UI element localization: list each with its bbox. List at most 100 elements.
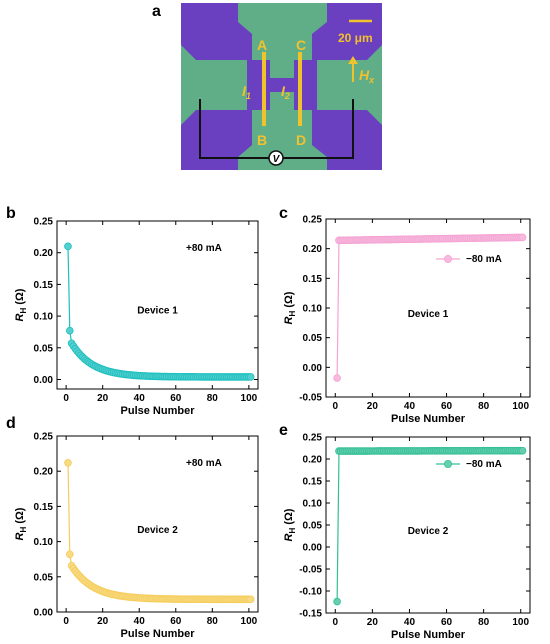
channel-right — [298, 52, 302, 126]
x-tick-label: 100 — [241, 393, 258, 404]
electrode-label-b: B — [257, 132, 267, 148]
channel-left — [262, 52, 266, 126]
x-tick-label: 20 — [367, 617, 379, 628]
legend-marker — [443, 459, 452, 468]
electrode-label-c: C — [296, 37, 306, 53]
data-point — [65, 326, 74, 335]
x-tick-label: 20 — [367, 401, 379, 412]
data-point — [333, 597, 341, 606]
y-tick-label: 0.10 — [303, 304, 323, 315]
y-tick-label: 0.20 — [303, 244, 323, 255]
electrode-pad — [181, 110, 252, 170]
current-label-2: I2 — [281, 83, 290, 101]
x-tick-label: 60 — [441, 401, 453, 412]
panel-label: b — [6, 205, 16, 222]
electrode-label-a: A — [257, 37, 267, 53]
y-tick-label: -0.10 — [299, 587, 322, 598]
x-tick-label: 20 — [97, 393, 109, 404]
device-label: Device 2 — [408, 526, 449, 537]
voltmeter-label: V — [273, 154, 281, 165]
y-tick-label: 0.05 — [303, 521, 323, 532]
electrode-label-d: D — [296, 132, 306, 148]
y-axis-label: RH (Ω) — [14, 507, 28, 540]
y-tick-label: -0.05 — [299, 565, 322, 576]
y-tick-label: 0.20 — [303, 455, 323, 466]
electrode-pad — [312, 110, 382, 170]
data-point — [64, 458, 72, 467]
x-tick-label: 80 — [207, 616, 219, 627]
y-tick-label: 0.15 — [34, 502, 54, 513]
field-arrowhead-icon — [348, 56, 358, 64]
data-point — [333, 374, 341, 382]
x-tick-label: 0 — [332, 401, 338, 412]
data-point — [518, 446, 527, 455]
data-point — [518, 233, 527, 242]
y-tick-label: 0.15 — [34, 280, 54, 291]
x-tick-label: 40 — [404, 401, 416, 412]
electrode-pad — [312, 3, 382, 60]
x-tick-label: 40 — [134, 393, 146, 404]
x-tick-label: 60 — [441, 617, 453, 628]
device-label: Device 2 — [137, 525, 178, 536]
x-axis-label: Pulse Number — [391, 629, 466, 641]
x-tick-label: 100 — [512, 617, 529, 628]
data-point — [246, 373, 255, 381]
voltmeter-icon — [268, 150, 284, 166]
electrode-pad — [181, 3, 252, 60]
chart-panel-d: d 0 20 40 60 80 100 0.00 0.05 0.10 0.15 0.20 0.25 Pul… — [6, 415, 259, 640]
chart-panel-b: b 0 20 40 60 80 100 0.00 0.05 0.10 0.15 0.20 0.25 Pul… — [6, 205, 259, 417]
x-axis-label: Pulse Number — [121, 405, 196, 417]
y-tick-label: 0.10 — [34, 312, 54, 323]
y-tick-label: -0.15 — [299, 609, 322, 620]
y-tick-label: 0.25 — [34, 217, 54, 228]
field-label: Hx — [359, 67, 375, 85]
x-tick-label: 40 — [134, 616, 146, 627]
substrate-gap — [357, 45, 382, 125]
current-annotation: +80 mA — [186, 458, 222, 469]
y-axis-label: RH (Ω) — [14, 288, 28, 321]
device-micrograph: V A B C D I1 I2 20 μm Hx — [181, 3, 382, 170]
data-point — [65, 550, 74, 559]
y-axis-label: RH (Ω) — [283, 508, 297, 541]
y-tick-label: 0.10 — [303, 499, 323, 510]
x-tick-label: 0 — [63, 393, 69, 404]
wire-right — [282, 99, 354, 159]
x-tick-label: 100 — [512, 401, 529, 412]
data-point — [246, 595, 255, 604]
y-tick-label: 0.25 — [34, 432, 54, 443]
x-axis-label: Pulse Number — [121, 628, 196, 640]
device-label: Device 1 — [408, 309, 449, 320]
y-tick-label: 0.00 — [34, 608, 54, 619]
x-tick-label: 80 — [207, 393, 219, 404]
chart-panel-e: e 0 20 40 60 80 100 -0.15 -0.10 -0.05 0.00 0.05 0.10… — [279, 422, 531, 641]
panel-label: e — [279, 422, 288, 439]
y-tick-label: 0.20 — [34, 467, 54, 478]
y-tick-label: 0.00 — [303, 543, 323, 554]
legend-marker — [443, 254, 452, 263]
axes-frame — [56, 220, 259, 390]
y-axis-label: RH (Ω) — [283, 291, 297, 324]
y-tick-label: 0.25 — [303, 215, 323, 226]
x-tick-label: 20 — [97, 616, 109, 627]
x-tick-label: 0 — [332, 617, 338, 628]
chart-panel-c: c 0 20 40 60 80 100 -0.05 0.00 0.05 0.10 0.15 0.20 0.… — [279, 205, 531, 425]
hall-bar-right — [294, 60, 317, 110]
y-tick-label: 0.05 — [34, 572, 54, 583]
x-tick-label: 0 — [63, 616, 69, 627]
x-tick-label: 80 — [478, 401, 490, 412]
legend-label: −80 mA — [466, 459, 502, 470]
x-tick-label: 60 — [170, 616, 182, 627]
hall-bar-left — [247, 60, 270, 110]
current-label-1: I1 — [242, 83, 251, 101]
x-tick-label: 100 — [241, 616, 258, 627]
y-tick-label: 0.20 — [34, 248, 54, 259]
panel-label: c — [279, 205, 288, 222]
device-label: Device 1 — [137, 305, 178, 316]
micrograph-panel: a V A B C D I1 — [152, 3, 382, 170]
y-tick-label: 0.10 — [34, 537, 54, 548]
data-point — [64, 242, 72, 251]
y-tick-label: 0.00 — [303, 363, 323, 374]
current-annotation: +80 mA — [186, 243, 222, 254]
scale-bar-label: 20 μm — [338, 31, 373, 45]
